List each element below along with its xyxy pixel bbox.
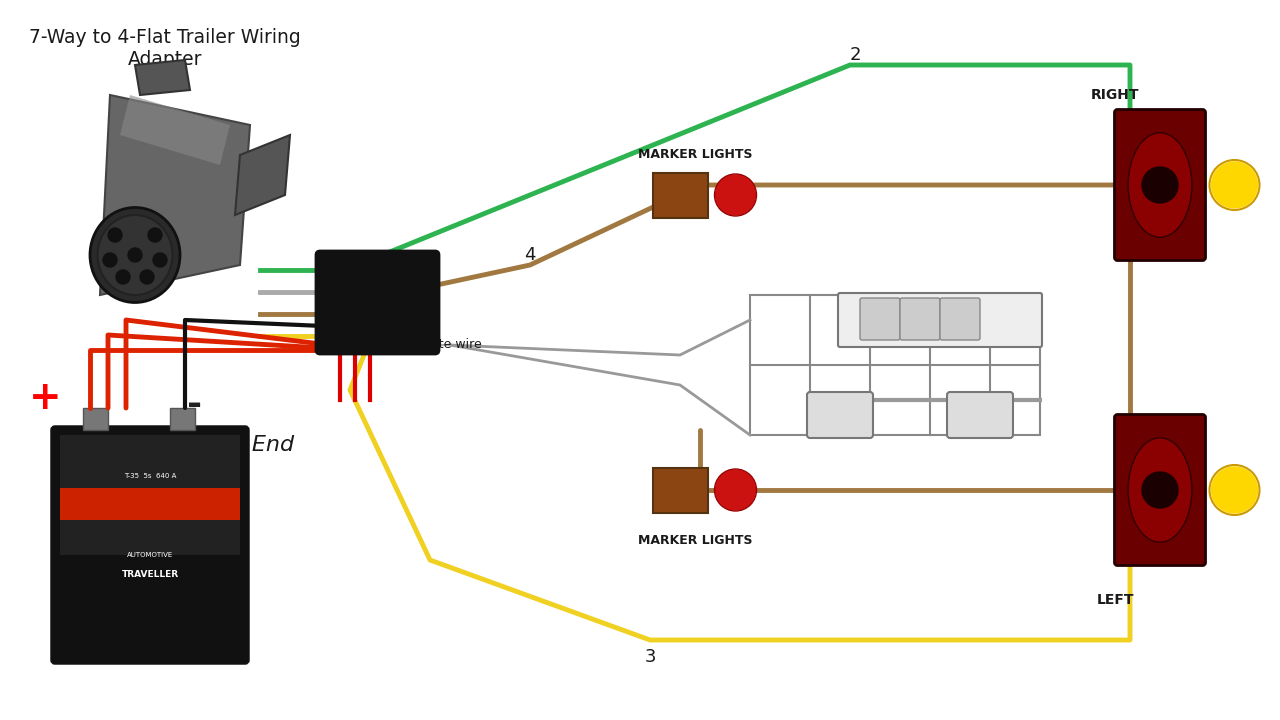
FancyBboxPatch shape [947,392,1012,438]
Circle shape [140,270,154,284]
FancyBboxPatch shape [316,251,439,354]
Text: 2: 2 [849,46,860,64]
Text: TRAVELLER: TRAVELLER [122,570,179,579]
Polygon shape [236,135,291,215]
Circle shape [1142,472,1178,508]
Text: Trailer End: Trailer End [175,435,294,455]
FancyBboxPatch shape [860,298,900,340]
Circle shape [387,337,403,353]
Text: 1: 1 [402,314,413,332]
Ellipse shape [97,215,173,295]
Text: 4: 4 [525,246,536,264]
Circle shape [1142,167,1178,203]
Text: MARKER LIGHTS: MARKER LIGHTS [637,534,753,546]
Text: AUTOMOTIVE: AUTOMOTIVE [127,552,173,557]
Bar [60,435,241,554]
FancyBboxPatch shape [52,427,248,663]
FancyBboxPatch shape [1115,415,1206,565]
Circle shape [116,270,131,284]
Text: MARKER LIGHTS: MARKER LIGHTS [637,148,753,161]
Circle shape [1211,467,1257,513]
Text: 3: 3 [644,648,655,666]
FancyBboxPatch shape [940,298,980,340]
Text: LEFT: LEFT [1096,593,1134,607]
Circle shape [154,253,166,267]
FancyBboxPatch shape [653,467,708,513]
Text: 7-Way to 4-Flat Trailer Wiring
Adapter: 7-Way to 4-Flat Trailer Wiring Adapter [29,28,301,69]
Circle shape [716,470,755,510]
Ellipse shape [1128,132,1192,237]
Polygon shape [120,95,230,165]
Text: -: - [187,388,202,422]
Circle shape [102,253,116,267]
Bar [83,408,108,430]
Circle shape [716,175,755,215]
Circle shape [108,228,122,242]
FancyBboxPatch shape [1115,109,1206,261]
FancyBboxPatch shape [806,392,873,438]
Circle shape [1211,162,1257,208]
Ellipse shape [1128,438,1192,542]
Text: RIGHT: RIGHT [1091,88,1139,102]
Polygon shape [134,60,189,95]
FancyBboxPatch shape [653,173,708,217]
Polygon shape [100,95,250,295]
Bar [170,408,195,430]
Text: +: + [28,379,61,417]
Text: White wire: White wire [415,338,481,351]
FancyBboxPatch shape [838,293,1042,347]
Circle shape [148,228,163,242]
FancyBboxPatch shape [900,298,940,340]
Text: T-35  5s  640 A: T-35 5s 640 A [124,472,177,479]
Bar [750,295,1039,435]
Ellipse shape [90,207,180,302]
Circle shape [128,248,142,262]
Bar [60,487,241,520]
